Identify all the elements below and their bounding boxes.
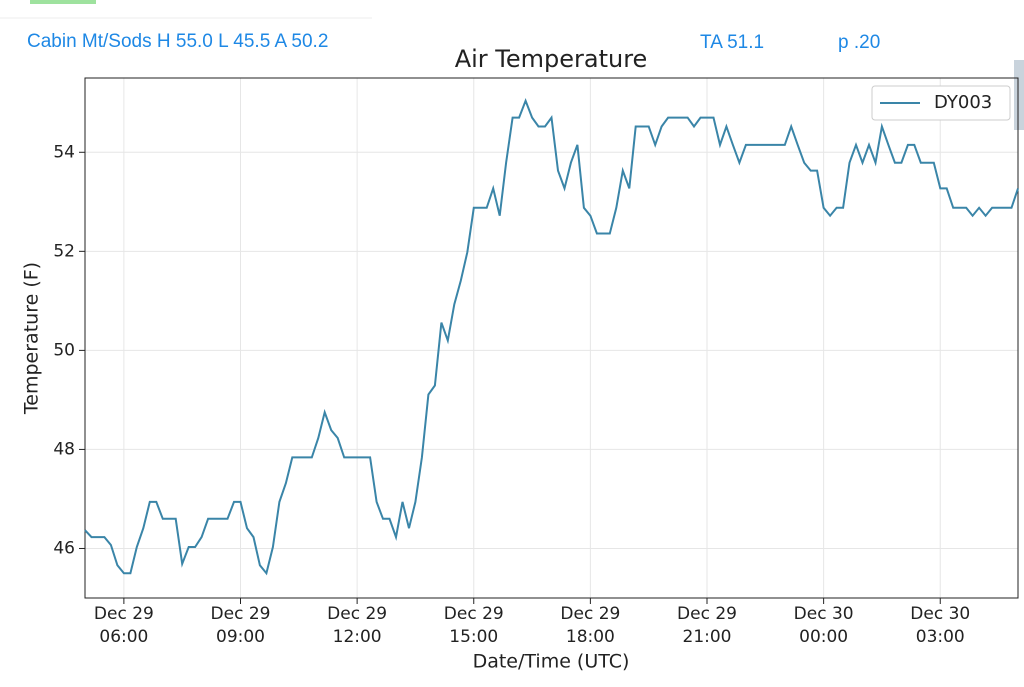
side-edge [1014,60,1024,130]
x-tick-date: Dec 30 [910,604,970,624]
average-temp: TA 51.1 [700,32,764,53]
legend: DY003 [871,85,1011,121]
x-tick-label: Dec 29 18:00 [560,604,620,647]
x-tick-time: 06:00 [99,627,148,647]
x-tick-time: 18:00 [566,627,615,647]
x-tick-date: Dec 29 [677,604,737,624]
y-tick-label: 48 [53,439,75,459]
x-tick-label: Dec 29 15:00 [444,604,504,647]
x-tick-label: Dec 30 00:00 [794,604,854,647]
x-tick-time: 12:00 [333,627,382,647]
station-summary: Cabin Mt/Sods H 55.0 L 45.5 A 50.2 [27,31,328,52]
x-tick-time: 09:00 [216,627,265,647]
x-tick-date: Dec 29 [444,604,504,624]
x-axis-label: Date/Time (UTC) [473,651,630,673]
x-tick-label: Dec 29 21:00 [677,604,737,647]
legend-label: DY003 [934,92,992,113]
y-tick-label: 52 [53,241,75,261]
x-tick-time: 21:00 [683,627,732,647]
plot-frame [84,77,1019,599]
x-tick-time: 00:00 [799,627,848,647]
chart-title: Air Temperature [455,45,648,73]
status-accent [30,0,96,4]
x-tick-date: Dec 30 [794,604,854,624]
x-tick-time: 15:00 [449,627,498,647]
data-line [84,98,1019,576]
y-tick-label: 54 [53,142,75,162]
precipitation: p .20 [838,32,880,53]
x-tick-date: Dec 29 [560,604,620,624]
x-tick-time: 03:00 [916,627,965,647]
y-tick-label: 50 [53,340,75,360]
x-tick-label: Dec 30 03:00 [910,604,970,647]
x-tick-label: Dec 29 06:00 [94,604,154,647]
x-tick-date: Dec 29 [94,604,154,624]
legend-box [871,85,1011,121]
y-axis-label: Temperature (F) [21,262,43,415]
x-tick-date: Dec 29 [327,604,387,624]
x-tick-label: Dec 29 12:00 [327,604,387,647]
x-tick-label: Dec 29 09:00 [211,604,271,647]
y-tick-label: 46 [53,538,75,558]
x-tick-date: Dec 29 [211,604,271,624]
